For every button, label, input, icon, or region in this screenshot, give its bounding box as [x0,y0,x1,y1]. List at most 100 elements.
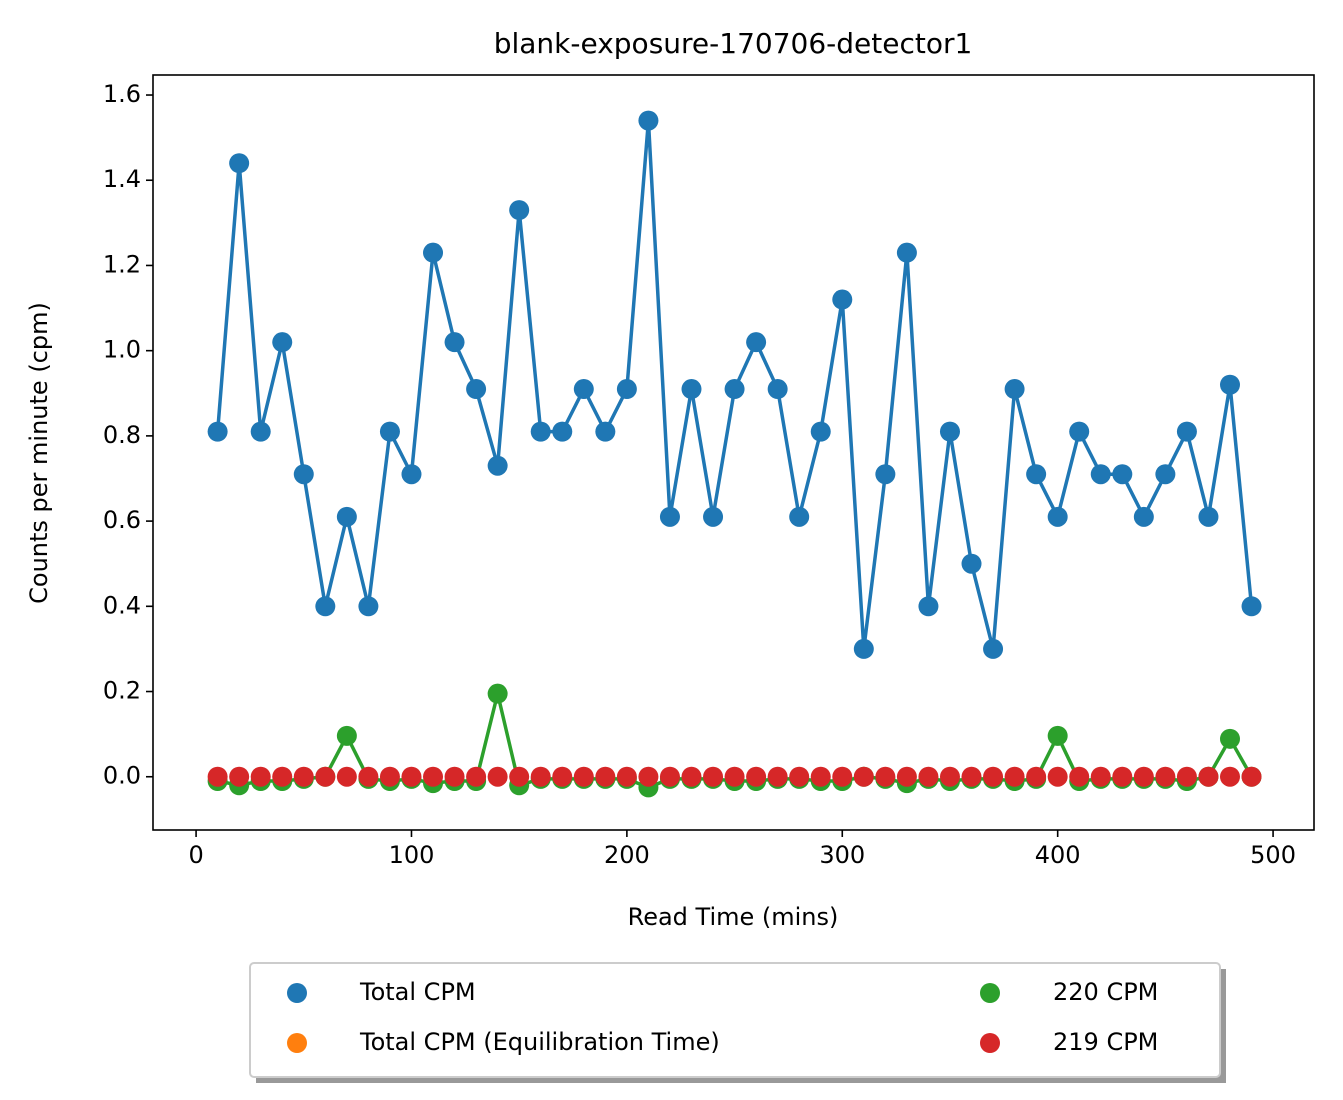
point [832,289,853,310]
point [939,766,960,787]
point [293,464,314,485]
point [336,766,357,787]
point [229,766,250,787]
legend-label: 219 CPM [1053,1028,1158,1056]
point [509,200,530,221]
point [1112,464,1133,485]
x-axis-label: Read Time (mins) [628,903,839,931]
point [853,766,874,787]
chart-title: blank-exposure-170706-detector1 [494,27,973,60]
point [789,506,810,527]
point [379,421,400,442]
point [358,766,379,787]
point [293,766,314,787]
point [939,421,960,442]
y-tick-label: 1.6 [103,80,141,108]
point [1069,766,1090,787]
point [315,766,336,787]
point [1090,766,1111,787]
point [1219,766,1240,787]
point [401,464,422,485]
legend-marker [287,1033,307,1053]
point [487,455,508,476]
point [1133,766,1154,787]
point [853,638,874,659]
x-tick-label: 0 [188,841,203,869]
point [767,766,788,787]
point [552,766,573,787]
legend-marker [980,983,1000,1003]
point [1155,766,1176,787]
point [638,110,659,131]
point [1219,728,1240,749]
point [229,153,250,174]
y-tick-label: 1.4 [103,165,141,193]
point [573,379,594,400]
point [530,766,551,787]
point [746,332,767,353]
point [1090,464,1111,485]
y-tick-label: 0.2 [103,677,141,705]
point [207,766,228,787]
point [659,506,680,527]
point [875,464,896,485]
point [638,766,659,787]
x-tick-label: 100 [389,841,435,869]
point [1004,766,1025,787]
point [616,379,637,400]
point [1026,766,1047,787]
point [616,766,637,787]
point [487,766,508,787]
point [724,766,745,787]
legend-label: 220 CPM [1053,978,1158,1006]
point [444,766,465,787]
point [1176,766,1197,787]
point [487,683,508,704]
x-tick-label: 200 [604,841,650,869]
point [1176,421,1197,442]
point [1155,464,1176,485]
legend-label: Total CPM [359,978,476,1006]
legend-marker [980,1033,1000,1053]
point [983,638,1004,659]
point [573,766,594,787]
y-tick-label: 0.8 [103,421,141,449]
point [961,766,982,787]
point [896,242,917,263]
point [444,332,465,353]
point [681,766,702,787]
point [1198,766,1219,787]
point [1219,374,1240,395]
plot-frame [152,74,1315,831]
point [1133,506,1154,527]
legend-marker [287,983,307,1003]
point [207,421,228,442]
y-tick-label: 1.0 [103,336,141,364]
point [272,332,293,353]
point [1241,596,1262,617]
point [250,766,271,787]
x-tick-label: 300 [819,841,865,869]
point [1047,725,1068,746]
point [1004,379,1025,400]
point [983,766,1004,787]
point [659,766,680,787]
y-tick-label: 0.4 [103,591,141,619]
point [379,766,400,787]
point [703,506,724,527]
point [358,596,379,617]
point [1241,766,1262,787]
point [595,421,616,442]
point [336,725,357,746]
point [552,421,573,442]
point [250,421,271,442]
point [789,766,810,787]
point [423,766,444,787]
point [896,766,917,787]
point [509,766,530,787]
point [767,379,788,400]
x-tick-label: 500 [1250,841,1296,869]
point [1047,766,1068,787]
point [961,553,982,574]
